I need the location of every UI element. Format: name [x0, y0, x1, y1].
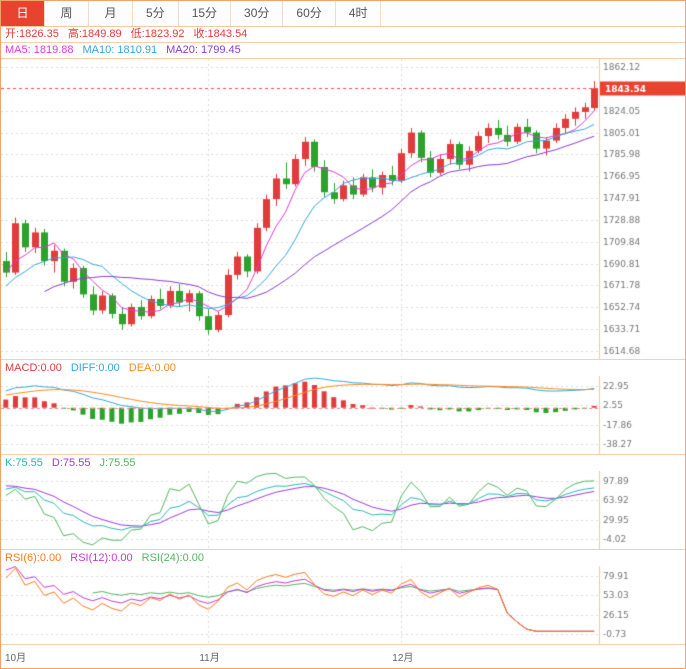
- tab-5分[interactable]: 5分: [133, 1, 179, 26]
- quote-low: 低:1823.92: [130, 28, 185, 40]
- rsi-panel-canvas[interactable]: [1, 566, 685, 644]
- ma-ma20: MA20: 1799.45: [166, 44, 241, 56]
- rsi-value-rsi6: RSI(6):0.00: [5, 552, 62, 564]
- rsi-header: RSI(6):0.00 RSI(12):0.00 RSI(24):0.00: [1, 549, 685, 566]
- price-candlestick-canvas[interactable]: [1, 59, 685, 359]
- tab-周[interactable]: 周: [45, 1, 89, 26]
- kdj-value-d: D:75.55: [51, 457, 91, 469]
- ma-ma10: MA10: 1810.91: [82, 44, 158, 56]
- macd-value-diff: DIFF:0.00: [70, 362, 120, 374]
- kdj-header: K:75.55 D:75.55 J:75.55: [1, 454, 685, 471]
- timeframe-tabbar: 日周月 5分 15分 30分 60分 4时: [1, 1, 685, 27]
- x-label-dec: 12月: [392, 653, 414, 664]
- kdj-value-k: K:75.55: [5, 457, 43, 469]
- tab-15分[interactable]: 15分: [179, 1, 232, 26]
- kdj-value-j: J:75.55: [99, 457, 136, 469]
- macd-value-dea: DEA:0.00: [128, 362, 176, 374]
- tab-月[interactable]: 月: [89, 1, 133, 26]
- kdj-panel-canvas[interactable]: [1, 471, 685, 549]
- ma-values-bar: MA5: 1819.88 MA10: 1810.91 MA20: 1799.45: [1, 43, 685, 59]
- quote-open: 开:1826.35: [5, 28, 59, 40]
- macd-panel-canvas[interactable]: [1, 376, 685, 454]
- quote-close: 收:1843.54: [193, 28, 248, 40]
- quote-high: 高:1849.89: [67, 28, 122, 40]
- macd-header: MACD:0.00 DIFF:0.00 DEA:0.00: [1, 359, 685, 376]
- tab-60分[interactable]: 60分: [283, 1, 336, 26]
- tab-日[interactable]: 日: [1, 1, 45, 26]
- x-axis-labels: 10月 11月 12月: [1, 644, 685, 668]
- tab-4时[interactable]: 4时: [336, 1, 382, 26]
- rsi-value-rsi12: RSI(12):0.00: [70, 552, 133, 564]
- rsi-value-rsi24: RSI(24):0.00: [141, 552, 204, 564]
- x-label-oct: 10月: [5, 653, 27, 664]
- ma-ma5: MA5: 1819.88: [5, 44, 74, 56]
- tab-30分[interactable]: 30分: [231, 1, 284, 26]
- x-label-nov: 11月: [199, 653, 220, 664]
- ohlc-quote-bar: 开:1826.35 高:1849.89 低:1823.92 收:1843.54: [1, 27, 685, 43]
- macd-value-macd: MACD:0.00: [5, 362, 62, 374]
